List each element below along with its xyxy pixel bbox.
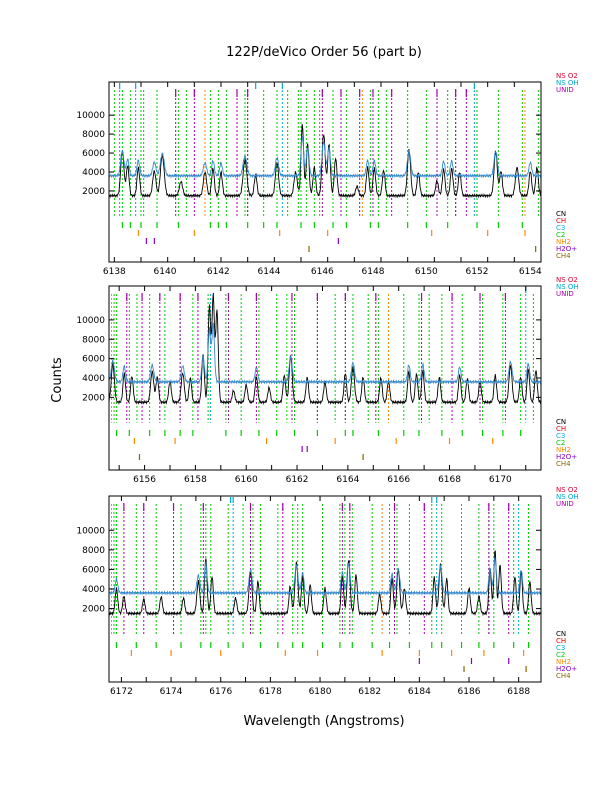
- spectrum-line: [108, 123, 542, 199]
- y-tick-label: 4000: [82, 585, 105, 595]
- legend-bottom-entry: H2O+: [556, 665, 577, 673]
- legend-bottom-entry: NH2: [556, 446, 571, 454]
- y-tick-label: 4000: [82, 168, 105, 178]
- legend-bottom-entry: CH4: [556, 252, 571, 260]
- y-tick-label: 6000: [82, 355, 105, 365]
- legend-top-entry: NS OH: [556, 283, 579, 291]
- x-tick-label: 6152: [466, 267, 489, 277]
- panel-1: 2000 4000 6000 8000 10000 6138 6140 6142 6144 614…: [76, 72, 578, 277]
- spectrum-line: [108, 550, 542, 617]
- legend-top-entry: NS OH: [556, 79, 579, 87]
- panel-2: 2000 4000 6000 8000 10000 6156 6158 6160 6162 616…: [76, 276, 578, 485]
- legend-bottom-entry: CH4: [556, 460, 571, 468]
- y-tick-label: 8000: [82, 335, 105, 345]
- legend-bottom-entry: C2: [556, 651, 565, 659]
- model-line: [108, 556, 542, 596]
- legend-bottom-entry: CH4: [556, 672, 571, 680]
- y-axis-label: Counts: [50, 357, 65, 403]
- line-markers: [113, 90, 539, 216]
- x-tick-label: 6166: [387, 475, 410, 485]
- legend-top-entry: UNID: [556, 500, 574, 508]
- legend-bottom-entry: NH2: [556, 238, 571, 246]
- legend-bottom-entry: NH2: [556, 658, 571, 666]
- y-tick-label: 2000: [82, 605, 105, 615]
- y-tick-label: 6000: [82, 149, 105, 159]
- legend-bottom-entry: CN: [556, 630, 566, 638]
- legend-bottom-entry: H2O+: [556, 245, 577, 253]
- x-tick-label: 6186: [458, 687, 481, 697]
- x-tick-label: 6178: [259, 687, 282, 697]
- x-tick-label: 6142: [207, 267, 230, 277]
- x-tick-label: 6150: [415, 267, 438, 277]
- panels: 2000 4000 6000 8000 10000 6138 6140 6142 6144 614…: [76, 72, 578, 697]
- x-tick-label: 6156: [133, 475, 156, 485]
- x-tick-label: 6188: [507, 687, 530, 697]
- legend-bottom-entry: CH: [556, 637, 566, 645]
- model-line: [108, 136, 542, 179]
- y-tick-label: 4000: [82, 374, 105, 384]
- x-tick-label: 6164: [336, 475, 359, 485]
- legend-bottom-entry: C2: [556, 439, 565, 447]
- legend-top-entry: NS O2: [556, 72, 578, 80]
- x-tick-label: 6158: [184, 475, 207, 485]
- panel-3: 2000 4000 6000 8000 10000 6172 6174 6176 6178 618…: [76, 486, 578, 697]
- y-tick-label: 2000: [82, 187, 105, 197]
- y-tick-label: 10000: [76, 111, 105, 121]
- y-tick-label: 8000: [82, 130, 105, 140]
- x-tick-label: 6162: [286, 475, 309, 485]
- legend-bottom-entry: CN: [556, 210, 566, 218]
- x-tick-label: 6172: [110, 687, 133, 697]
- y-tick-label: 10000: [76, 526, 105, 536]
- legend-bottom-entry: C3: [556, 432, 565, 440]
- x-tick-label: 6154: [519, 267, 542, 277]
- model-line: [108, 322, 542, 385]
- legend-top-entry: NS O2: [556, 276, 578, 284]
- legend-top-entry: NS OH: [556, 493, 579, 501]
- spectrum-line: [108, 292, 542, 405]
- x-tick-label: 6144: [258, 267, 281, 277]
- x-tick-label: 6170: [489, 475, 512, 485]
- x-tick-label: 6148: [362, 267, 385, 277]
- legend-bottom-entry: H2O+: [556, 453, 577, 461]
- x-tick-label: 6160: [235, 475, 258, 485]
- legend-bottom-entry: C3: [556, 224, 565, 232]
- legend-bottom-entry: CH: [556, 217, 566, 225]
- line-markers: [110, 504, 530, 635]
- legend-bottom-entry: C3: [556, 644, 565, 652]
- x-tick-label: 6174: [160, 687, 183, 697]
- y-tick-label: 10000: [76, 316, 105, 326]
- legend-top-entry: UNID: [556, 290, 574, 298]
- x-tick-label: 6180: [309, 687, 332, 697]
- legend-bottom-entry: C2: [556, 231, 565, 239]
- y-tick-label: 6000: [82, 565, 105, 575]
- x-tick-label: 6184: [408, 687, 431, 697]
- legend-top-entry: UNID: [556, 86, 574, 94]
- x-axis-label: Wavelength (Angstroms): [243, 714, 404, 729]
- plot-frame: [108, 285, 542, 471]
- x-tick-label: 6140: [154, 267, 177, 277]
- figure-title: 122P/deVico Order 56 (part b): [226, 45, 422, 60]
- legend-top-entry: NS O2: [556, 486, 578, 494]
- y-tick-label: 2000: [82, 393, 105, 403]
- legend-bottom-entry: CN: [556, 418, 566, 426]
- x-tick-label: 6138: [103, 267, 126, 277]
- x-tick-label: 6146: [311, 267, 334, 277]
- x-tick-label: 6176: [209, 687, 232, 697]
- legend-bottom-entry: CH: [556, 425, 566, 433]
- x-tick-label: 6182: [358, 687, 381, 697]
- y-tick-label: 8000: [82, 546, 105, 556]
- line-markers: [111, 294, 534, 423]
- x-tick-label: 6168: [438, 475, 461, 485]
- plot-frame: [108, 81, 542, 263]
